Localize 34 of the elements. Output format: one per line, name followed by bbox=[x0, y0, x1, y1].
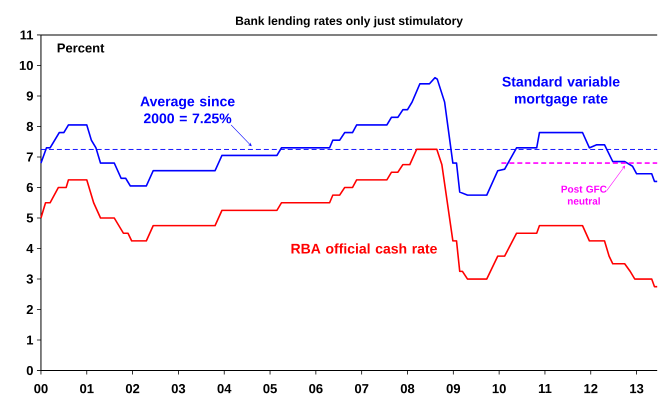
x-tick-label: 11 bbox=[538, 384, 552, 394]
x-tick-label: 02 bbox=[126, 384, 140, 394]
y-tick-label: 10 bbox=[20, 61, 33, 70]
y-tick-label: 1 bbox=[27, 336, 34, 345]
y-tick-label: 3 bbox=[26, 274, 33, 284]
chart-title: Bank lending rates only just stimulatory bbox=[236, 16, 463, 28]
series-label: RBA official cash rate bbox=[291, 244, 437, 254]
x-tick-label: 03 bbox=[172, 384, 186, 394]
x-tick-label: 10 bbox=[492, 384, 506, 394]
x-tick-label: 08 bbox=[400, 384, 414, 394]
x-tick-label: 12 bbox=[584, 384, 598, 394]
x-tick-label: 13 bbox=[630, 384, 644, 394]
text: Standard variable mortgage rate bbox=[502, 76, 620, 107]
line-series bbox=[40, 77, 658, 196]
y-tick-label: 0 bbox=[26, 366, 33, 376]
y-tick-label: 9 bbox=[26, 92, 33, 101]
x-tick-label: 05 bbox=[263, 384, 277, 394]
y-tick-label: 2 bbox=[26, 305, 33, 314]
y-tick-label: 7 bbox=[26, 152, 33, 162]
y-tick-label: 11 bbox=[20, 30, 34, 40]
x-tick-label: 07 bbox=[354, 384, 368, 394]
x-tick-label: 09 bbox=[446, 384, 460, 394]
x-tick-label: 00 bbox=[34, 384, 48, 394]
ref-line-label: Average since 2000 = 7.25% bbox=[140, 96, 235, 124]
annotation: Percent bbox=[58, 44, 104, 53]
y-tick-label: 4 bbox=[26, 244, 34, 254]
y-tick-label: 8 bbox=[26, 122, 34, 132]
x-tick-label: 06 bbox=[309, 384, 323, 394]
text: Post GFC neutral bbox=[562, 186, 607, 205]
y-tick-label: 5 bbox=[26, 214, 34, 223]
y-tick-label: 6 bbox=[26, 183, 33, 192]
x-tick-label: 01 bbox=[80, 384, 94, 394]
x-tick-label: 04 bbox=[218, 384, 232, 394]
line-series bbox=[40, 148, 658, 288]
